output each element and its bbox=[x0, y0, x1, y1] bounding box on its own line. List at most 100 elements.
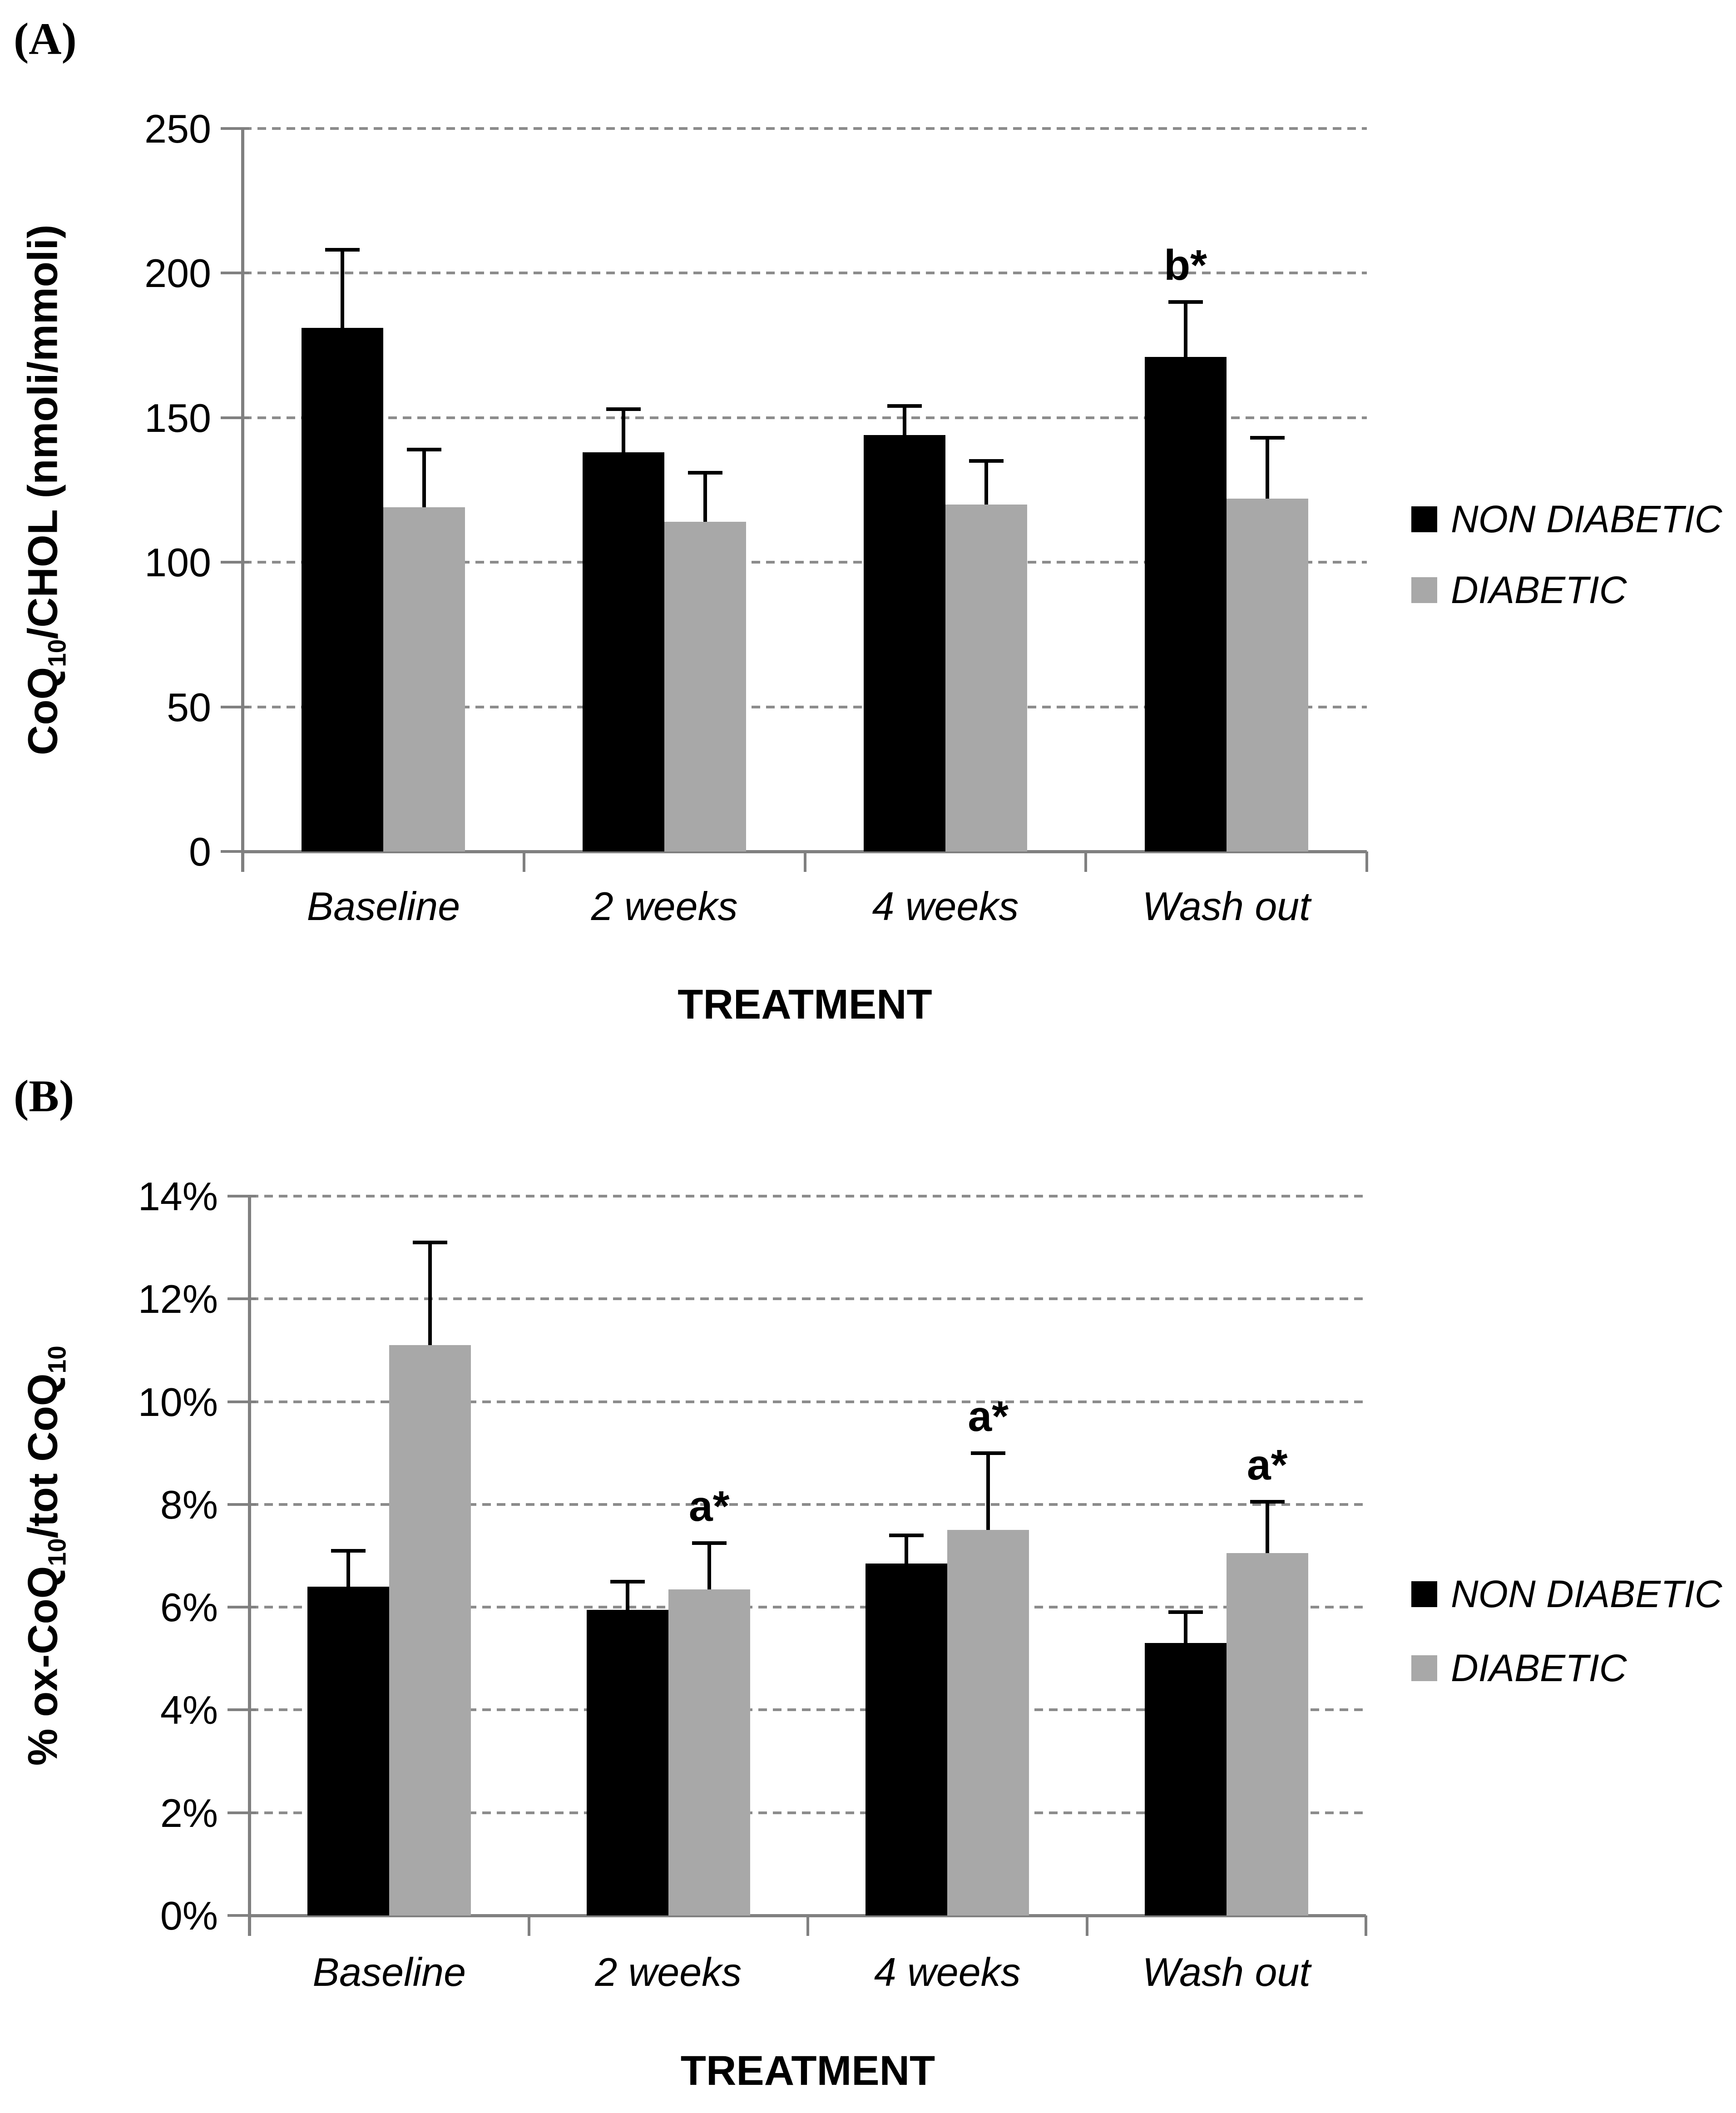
y-axis-tick bbox=[228, 1195, 256, 1198]
gridline bbox=[250, 1400, 1366, 1403]
x-category-label-wash-out: Wash out bbox=[1142, 1950, 1311, 1994]
panel-a-x-axis-title: TREATMENT bbox=[678, 981, 932, 1028]
panel-a-plot-area: b* bbox=[221, 127, 1368, 872]
x-axis-tick bbox=[248, 1915, 251, 1936]
bar-non-diabetic-2-weeks bbox=[586, 1609, 668, 1915]
y-tick-label-10: 10% bbox=[138, 1379, 218, 1425]
bar-non-diabetic-baseline bbox=[307, 1586, 390, 1915]
bar-diabetic-baseline bbox=[389, 1345, 471, 1915]
panel-a-y-axis-title: CoQ10/CHOL (nmoli/mmoli) bbox=[19, 129, 71, 851]
x-category-label-2-weeks: 2 weeks bbox=[595, 1950, 742, 1994]
bar-non-diabetic-4-weeks bbox=[863, 435, 945, 851]
error-bar-diabetic-wash-out bbox=[1265, 1502, 1269, 1554]
x-axis-tick bbox=[1365, 851, 1368, 872]
y-tick-label-14: 14% bbox=[138, 1174, 218, 1219]
error-bar-cap bbox=[1168, 1610, 1203, 1614]
legend-item-non-diabetic: NON DIABETIC bbox=[1411, 497, 1722, 541]
panel-a-legend: NON DIABETIC DIABETIC bbox=[1411, 497, 1736, 639]
error-bar-cap bbox=[688, 470, 723, 475]
error-bar-diabetic-baseline bbox=[428, 1242, 432, 1346]
error-bar-cap bbox=[887, 404, 922, 408]
x-axis-tick bbox=[527, 1915, 530, 1936]
legend-item-non-diabetic: NON DIABETIC bbox=[1411, 1572, 1722, 1616]
x-category-label-wash-out: Wash out bbox=[1142, 884, 1311, 929]
gridline bbox=[250, 1503, 1366, 1506]
x-axis-tick bbox=[806, 1915, 809, 1936]
y-axis-tick bbox=[221, 561, 249, 564]
y-tick-label-100: 100 bbox=[144, 540, 211, 585]
gridline bbox=[243, 561, 1367, 564]
x-category-label-4-weeks: 4 weeks bbox=[872, 884, 1019, 929]
error-bar-cap bbox=[1168, 300, 1203, 304]
error-bar-non-diabetic-wash-out bbox=[1183, 1612, 1187, 1643]
error-bar-diabetic-2-weeks bbox=[707, 1543, 711, 1589]
error-bar-cap bbox=[889, 1533, 924, 1537]
x-axis-tick bbox=[1084, 851, 1088, 872]
legend-label-diabetic: DIABETIC bbox=[1451, 1647, 1627, 1689]
bar-non-diabetic-4-weeks bbox=[866, 1563, 948, 1915]
panel-b-plot-area: a* a* a* bbox=[228, 1195, 1367, 1936]
y-axis-tick bbox=[221, 416, 249, 419]
y-axis-tick bbox=[228, 1708, 256, 1712]
legend-swatch-diabetic bbox=[1411, 1655, 1437, 1681]
gridline bbox=[250, 1195, 1366, 1198]
panel-a-letter: (A) bbox=[14, 14, 77, 64]
y-axis-line bbox=[241, 129, 244, 872]
y-axis-tick bbox=[228, 1503, 256, 1506]
error-bar-cap bbox=[1250, 1500, 1285, 1504]
bar-diabetic-2-weeks bbox=[668, 1589, 750, 1915]
x-axis-tick bbox=[803, 851, 806, 872]
y-axis-tick bbox=[221, 850, 249, 853]
legend-label-diabetic: DIABETIC bbox=[1451, 569, 1627, 611]
legend-item-diabetic: DIABETIC bbox=[1411, 1646, 1627, 1690]
error-bar-non-diabetic-baseline bbox=[341, 250, 345, 328]
error-bar-cap bbox=[969, 459, 1004, 463]
y-axis-tick bbox=[228, 1606, 256, 1609]
legend-swatch-non-diabetic bbox=[1411, 506, 1437, 532]
error-bar-cap bbox=[331, 1549, 366, 1553]
error-bar-non-diabetic-2-weeks bbox=[622, 409, 626, 453]
y-tick-label-8: 8% bbox=[160, 1482, 218, 1527]
bar-non-diabetic-baseline bbox=[302, 328, 384, 851]
error-bar-cap bbox=[606, 407, 641, 411]
legend-label-non-diabetic: NON DIABETIC bbox=[1451, 498, 1722, 540]
legend-swatch-non-diabetic bbox=[1411, 1581, 1437, 1607]
gridline bbox=[250, 1811, 1366, 1814]
significance-label-wash-out: b* bbox=[1164, 241, 1207, 290]
y-tick-label-4: 4% bbox=[160, 1687, 218, 1733]
x-category-label-baseline: Baseline bbox=[312, 1950, 466, 1994]
bar-diabetic-baseline bbox=[383, 507, 465, 851]
gridline bbox=[243, 127, 1367, 130]
bar-diabetic-4-weeks bbox=[945, 504, 1027, 851]
gridline bbox=[250, 1297, 1366, 1301]
bar-non-diabetic-wash-out bbox=[1144, 1643, 1227, 1915]
error-bar-non-diabetic-4-weeks bbox=[902, 406, 906, 435]
x-axis-tick bbox=[242, 851, 244, 872]
error-bar-non-diabetic-wash-out bbox=[1183, 302, 1187, 357]
bar-diabetic-wash-out bbox=[1226, 499, 1308, 851]
error-bar-cap bbox=[407, 447, 442, 451]
error-bar-non-diabetic-2-weeks bbox=[625, 1581, 629, 1610]
y-tick-label-0: 0 bbox=[189, 829, 211, 874]
y-axis-tick bbox=[221, 705, 249, 708]
legend-label-non-diabetic: NON DIABETIC bbox=[1451, 1573, 1722, 1615]
error-bar-cap bbox=[1250, 436, 1285, 440]
y-tick-label-200: 200 bbox=[144, 251, 211, 296]
y-tick-label-2: 2% bbox=[160, 1790, 218, 1836]
bar-diabetic-wash-out bbox=[1226, 1553, 1308, 1915]
error-bar-diabetic-wash-out bbox=[1265, 438, 1269, 499]
error-bar-non-diabetic-4-weeks bbox=[905, 1535, 909, 1564]
significance-label-4-weeks: a* bbox=[968, 1392, 1009, 1440]
bar-non-diabetic-wash-out bbox=[1144, 357, 1227, 851]
error-bar-diabetic-4-weeks bbox=[986, 1453, 990, 1530]
error-bar-diabetic-baseline bbox=[422, 449, 426, 508]
panel-b-letter: (B) bbox=[14, 1071, 74, 1121]
y-axis-tick bbox=[228, 1811, 256, 1814]
significance-label-2-weeks: a* bbox=[688, 1482, 730, 1530]
bar-diabetic-2-weeks bbox=[664, 522, 747, 851]
y-axis-tick bbox=[228, 1400, 256, 1403]
y-axis-title-subscript: 10 bbox=[43, 1538, 71, 1566]
y-tick-label-50: 50 bbox=[167, 684, 211, 730]
panel-b-legend: NON DIABETIC DIABETIC bbox=[1411, 1572, 1736, 1720]
